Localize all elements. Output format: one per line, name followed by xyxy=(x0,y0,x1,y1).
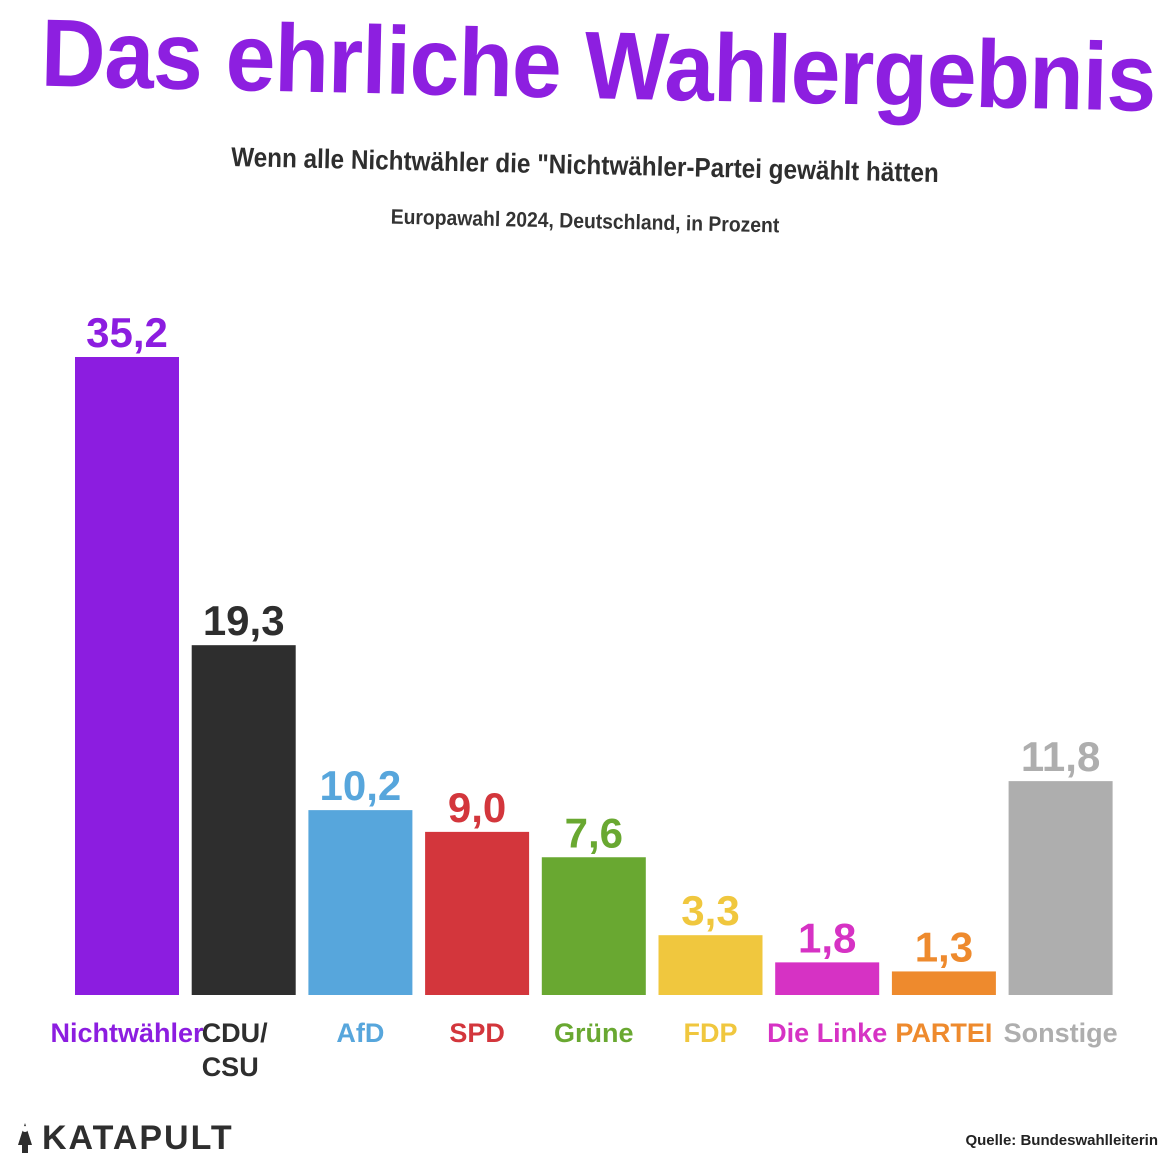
bar-2 xyxy=(308,810,413,995)
value-label-3: 9,0 xyxy=(448,784,506,831)
bar-6 xyxy=(775,962,880,995)
value-label-4: 7,6 xyxy=(565,809,623,856)
source-note: Quelle: Bundeswahlleiterin xyxy=(965,1132,1158,1149)
category-label-4: Grüne xyxy=(554,1018,634,1048)
category-label-8: Sonstige xyxy=(1004,1018,1118,1048)
bar-7 xyxy=(891,971,996,995)
category-label-7: PARTEI xyxy=(895,1018,992,1048)
bar-chart: 35,2 Nichtwähler 19,3 CDU/CSU 10,2 AfD 9,0 SPD 7… xyxy=(50,309,1118,1082)
category-label-3: SPD xyxy=(449,1018,505,1048)
category-label-5: FDP xyxy=(684,1018,738,1048)
category-label-2: AfD xyxy=(336,1018,384,1048)
value-label-1: 19,3 xyxy=(203,597,285,644)
category-label-1: CDU/CSU xyxy=(202,1018,268,1082)
value-label-2: 10,2 xyxy=(320,762,402,809)
bar-3 xyxy=(425,831,530,995)
bar-8 xyxy=(1008,781,1113,995)
value-label-7: 1,3 xyxy=(915,923,973,970)
bar-0 xyxy=(75,357,179,995)
value-label-6: 1,8 xyxy=(798,914,856,961)
value-label-5: 3,3 xyxy=(681,887,739,934)
bar-5 xyxy=(658,935,763,995)
bar-1 xyxy=(191,645,296,995)
katapult-logo: KATAPULT xyxy=(14,1118,234,1158)
category-label-0: Nichtwähler xyxy=(50,1018,204,1048)
logo-text: KATAPULT xyxy=(42,1118,234,1157)
category-label-6: Die Linke xyxy=(767,1018,887,1048)
value-label-8: 11,8 xyxy=(1021,733,1100,780)
catapult-icon xyxy=(18,1123,32,1153)
bar-4 xyxy=(541,857,646,995)
value-label-0: 35,2 xyxy=(86,309,168,356)
